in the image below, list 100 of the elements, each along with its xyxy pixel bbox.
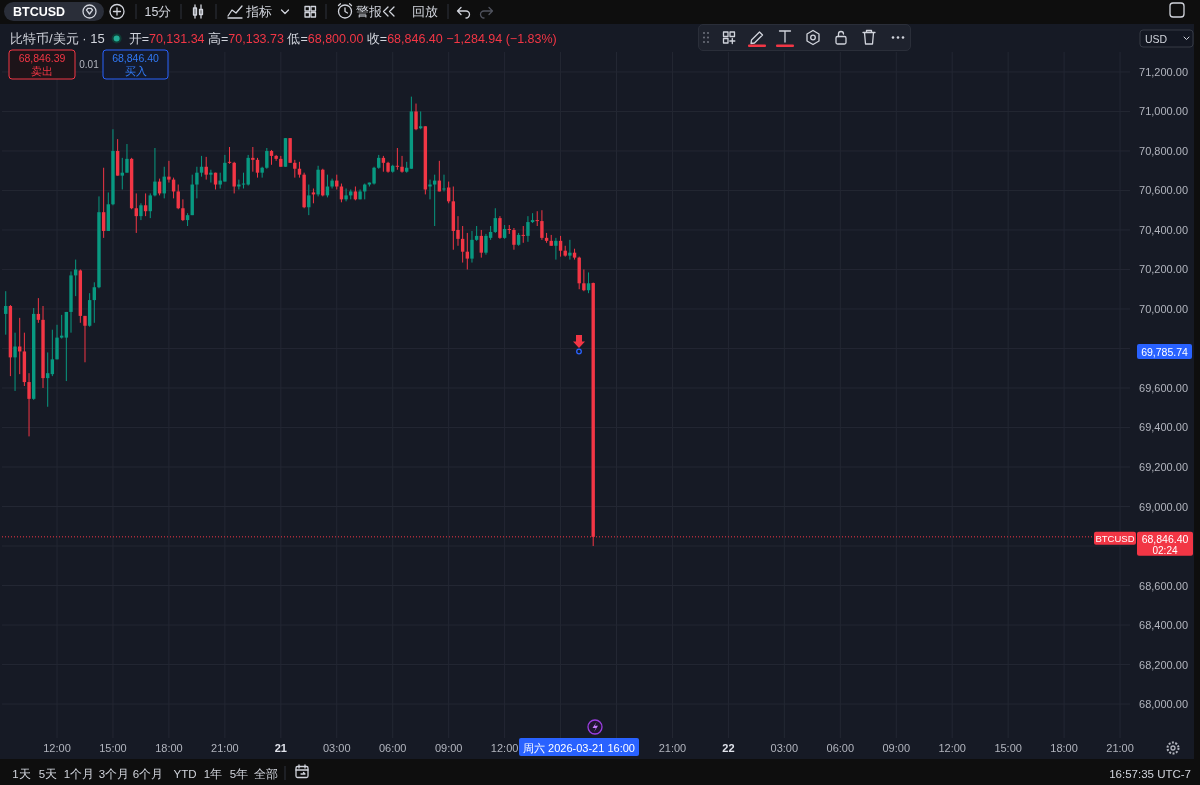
candlestick — [50, 329, 55, 377]
x-tick-label: 12:00 — [938, 741, 966, 754]
candlestick — [344, 187, 348, 202]
candlestick — [153, 147, 157, 197]
y-tick-label: 68,400.00 — [1139, 619, 1188, 632]
candlestick — [432, 174, 437, 227]
candlestick — [223, 154, 227, 183]
x-tick-label: 22 — [722, 741, 735, 754]
y-tick-label: 70,800.00 — [1139, 144, 1188, 157]
candlestick — [582, 268, 586, 292]
x-tick-label: 18:00 — [1050, 741, 1078, 754]
candlestick — [36, 297, 41, 324]
y-tick-label: 70,400.00 — [1139, 223, 1188, 236]
title: 比特币/美元 · 15 — [10, 31, 105, 46]
y-tick-label: 68,600.00 — [1139, 579, 1188, 592]
candlestick — [498, 215, 502, 240]
candlestick — [73, 259, 78, 297]
y-tick-label: 68,200.00 — [1139, 658, 1188, 671]
candlestick — [512, 227, 516, 251]
text: 警报 — [356, 4, 382, 19]
candlestick — [442, 174, 446, 192]
candlestick — [143, 192, 148, 217]
candlestick — [526, 215, 530, 243]
x-tick-label: 21:00 — [1106, 741, 1134, 754]
candlestick — [470, 230, 474, 264]
text: 16:57:35 UTC-7 — [1109, 768, 1191, 780]
crosshair-label: 周六 2026-03-21 16:00 — [519, 738, 639, 756]
annotation: 买入 — [124, 65, 147, 77]
y-tick-label: 70,200.00 — [1139, 263, 1188, 276]
text: 15分 — [144, 4, 172, 19]
candlestick — [521, 225, 525, 244]
x-tick-label: 03:00 — [770, 741, 799, 754]
x-tick-label: 15:00 — [99, 741, 127, 754]
text: 68,846.40 — [1141, 532, 1189, 545]
candlestick — [307, 184, 311, 216]
annotation: 68,846.39 — [18, 52, 66, 64]
text: BTCUSD — [13, 4, 66, 19]
candlestick — [395, 147, 400, 171]
text: YTD — [173, 768, 197, 780]
candlestick — [265, 147, 269, 170]
candlestick — [535, 210, 539, 227]
x-tick-label: 12:00 — [43, 741, 71, 754]
candlestick — [199, 155, 204, 178]
text: 3个月 — [98, 768, 130, 780]
candlestick — [13, 332, 17, 392]
y-tick-label: 69,200.00 — [1139, 461, 1188, 473]
candlestick — [232, 161, 236, 194]
x-tick-label: 03:00 — [323, 741, 351, 754]
candlestick — [428, 179, 432, 200]
text: 1个月 — [63, 768, 95, 780]
y-tick-label: 71,000.00 — [1139, 105, 1188, 118]
candlestick — [227, 146, 232, 165]
x-tick-label: 09:00 — [434, 741, 463, 754]
y-tick-label: 69,000.00 — [1139, 500, 1188, 513]
text: 5年 — [229, 768, 249, 780]
x-tick-label: 06:00 — [826, 741, 855, 754]
candlestick — [251, 146, 255, 173]
x-tick-label: 18:00 — [155, 741, 183, 754]
crosshair-label: 69,785.74 — [1137, 344, 1192, 359]
candlestick — [209, 169, 213, 184]
x-tick-label: 12:00 — [490, 741, 519, 754]
y-tick-label: 70,600.00 — [1139, 184, 1188, 197]
candlestick — [55, 324, 59, 360]
text: 全部 — [254, 767, 278, 780]
x-tick-label: 21 — [274, 741, 287, 754]
text: 回放 — [412, 4, 438, 19]
x-tick-label: 06:00 — [378, 741, 407, 754]
x-tick-label: 21:00 — [211, 741, 239, 754]
y-tick-label: 70,000.00 — [1139, 302, 1188, 315]
text: 1年 — [203, 768, 223, 780]
candlestick — [554, 237, 558, 261]
subtitle: 开=70,131.34 高=70,133.73 低=68,800.00 收=68,846.40 −1,284.94 (−1.83%) — [128, 32, 557, 46]
annotation: 0.01 — [79, 59, 100, 70]
annotation: 68,846.40 — [112, 52, 160, 64]
candlestick — [83, 315, 87, 363]
y-tick-label: 71,200.00 — [1139, 65, 1188, 78]
y-tick-label: 69,400.00 — [1139, 421, 1188, 434]
candlestick — [125, 143, 129, 174]
candlestick — [400, 155, 404, 174]
y-tick-label: 68,000.00 — [1139, 698, 1188, 711]
text: USD — [1145, 32, 1168, 45]
x-tick-label: 09:00 — [882, 741, 911, 754]
text: 02:24 — [1152, 545, 1178, 557]
text: 1天 — [12, 768, 31, 780]
x-tick-label: 15:00 — [994, 741, 1022, 754]
annotation: 卖出 — [31, 65, 53, 77]
candlestick — [167, 160, 171, 184]
text: 5天 — [38, 768, 58, 780]
candlestick — [195, 166, 199, 199]
candlestick — [540, 209, 544, 241]
x-tick-label: 21:00 — [658, 741, 687, 754]
y-tick-label: 69,600.00 — [1139, 381, 1188, 394]
candlestick — [568, 239, 572, 261]
candlestick — [237, 179, 241, 190]
candlestick — [484, 233, 488, 256]
candlestick — [181, 198, 185, 222]
candlestick — [414, 103, 418, 131]
text: 指标 — [245, 4, 272, 19]
text: 6个月 — [132, 768, 164, 780]
candlestick — [120, 157, 124, 190]
